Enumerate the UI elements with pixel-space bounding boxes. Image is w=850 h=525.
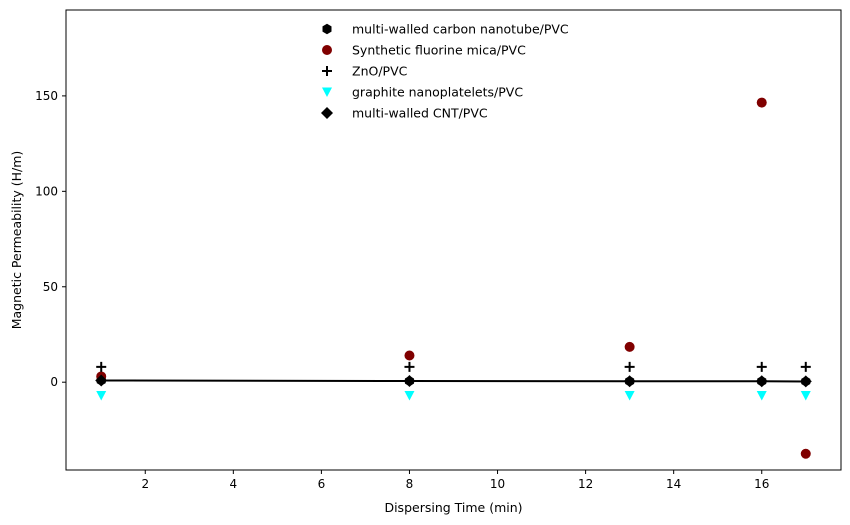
x-axis-label: Dispersing Time (min) (384, 500, 522, 515)
legend: multi-walled carbon nanotube/PVC Syntheti… (321, 22, 569, 121)
data-point (800, 448, 811, 459)
x-tick-label: 14 (666, 477, 681, 491)
x-tick-label: 10 (490, 477, 505, 491)
series-3 (96, 391, 811, 401)
legend-label: multi-walled CNT/PVC (352, 106, 488, 121)
x-tick-label: 8 (406, 477, 414, 491)
y-tick-label: 50 (43, 280, 58, 294)
data-point (756, 391, 767, 401)
legend-label: ZnO/PVC (352, 64, 408, 79)
legend-item: multi-walled carbon nanotube/PVC (322, 22, 569, 37)
data-point (96, 391, 107, 401)
y-tick-label: 0 (50, 375, 58, 389)
legend-marker (322, 23, 332, 35)
data-point (799, 375, 812, 388)
data-point (800, 361, 811, 372)
legend-marker (321, 107, 333, 119)
data-point (800, 391, 811, 401)
data-point (403, 375, 416, 388)
plot-background (66, 10, 841, 470)
data-point (624, 341, 635, 352)
y-axis-label: Magnetic Permeability (H/m) (9, 151, 24, 330)
x-tick-label: 4 (230, 477, 238, 491)
data-point (96, 361, 107, 372)
data-point (404, 350, 415, 361)
legend-marker (322, 66, 332, 76)
data-point (624, 361, 635, 372)
legend-label: multi-walled carbon nanotube/PVC (352, 22, 569, 37)
legend-item: ZnO/PVC (322, 64, 408, 79)
series-2 (96, 361, 811, 372)
plot-frame (65, 9, 842, 471)
legend-label: graphite nanoplatelets/PVC (352, 85, 523, 100)
legend-item: graphite nanoplatelets/PVC (322, 85, 523, 100)
y-tick-label: 100 (35, 184, 58, 198)
series-4 (95, 374, 812, 388)
legend-marker (322, 45, 332, 55)
data-marks (95, 97, 812, 459)
data-point (623, 375, 636, 388)
data-point (756, 361, 767, 372)
legend-item: Synthetic fluorine mica/PVC (322, 43, 526, 58)
y-tick-label: 150 (35, 89, 58, 103)
series-line (101, 379, 806, 383)
data-point (404, 391, 415, 401)
data-point (756, 97, 767, 108)
data-point (755, 375, 768, 388)
legend-marker (322, 87, 332, 97)
data-point (624, 391, 635, 401)
x-tick-label: 6 (318, 477, 326, 491)
x-tick-label: 12 (578, 477, 593, 491)
legend-item: multi-walled CNT/PVC (321, 106, 488, 121)
legend-label: Synthetic fluorine mica/PVC (352, 43, 526, 58)
data-point (95, 374, 108, 387)
x-tick-label: 2 (141, 477, 149, 491)
data-point (404, 361, 415, 372)
x-tick-label: 16 (754, 477, 769, 491)
ticks: 2 4 6 8 10 12 14 16 0 50 100 150 (35, 89, 769, 491)
